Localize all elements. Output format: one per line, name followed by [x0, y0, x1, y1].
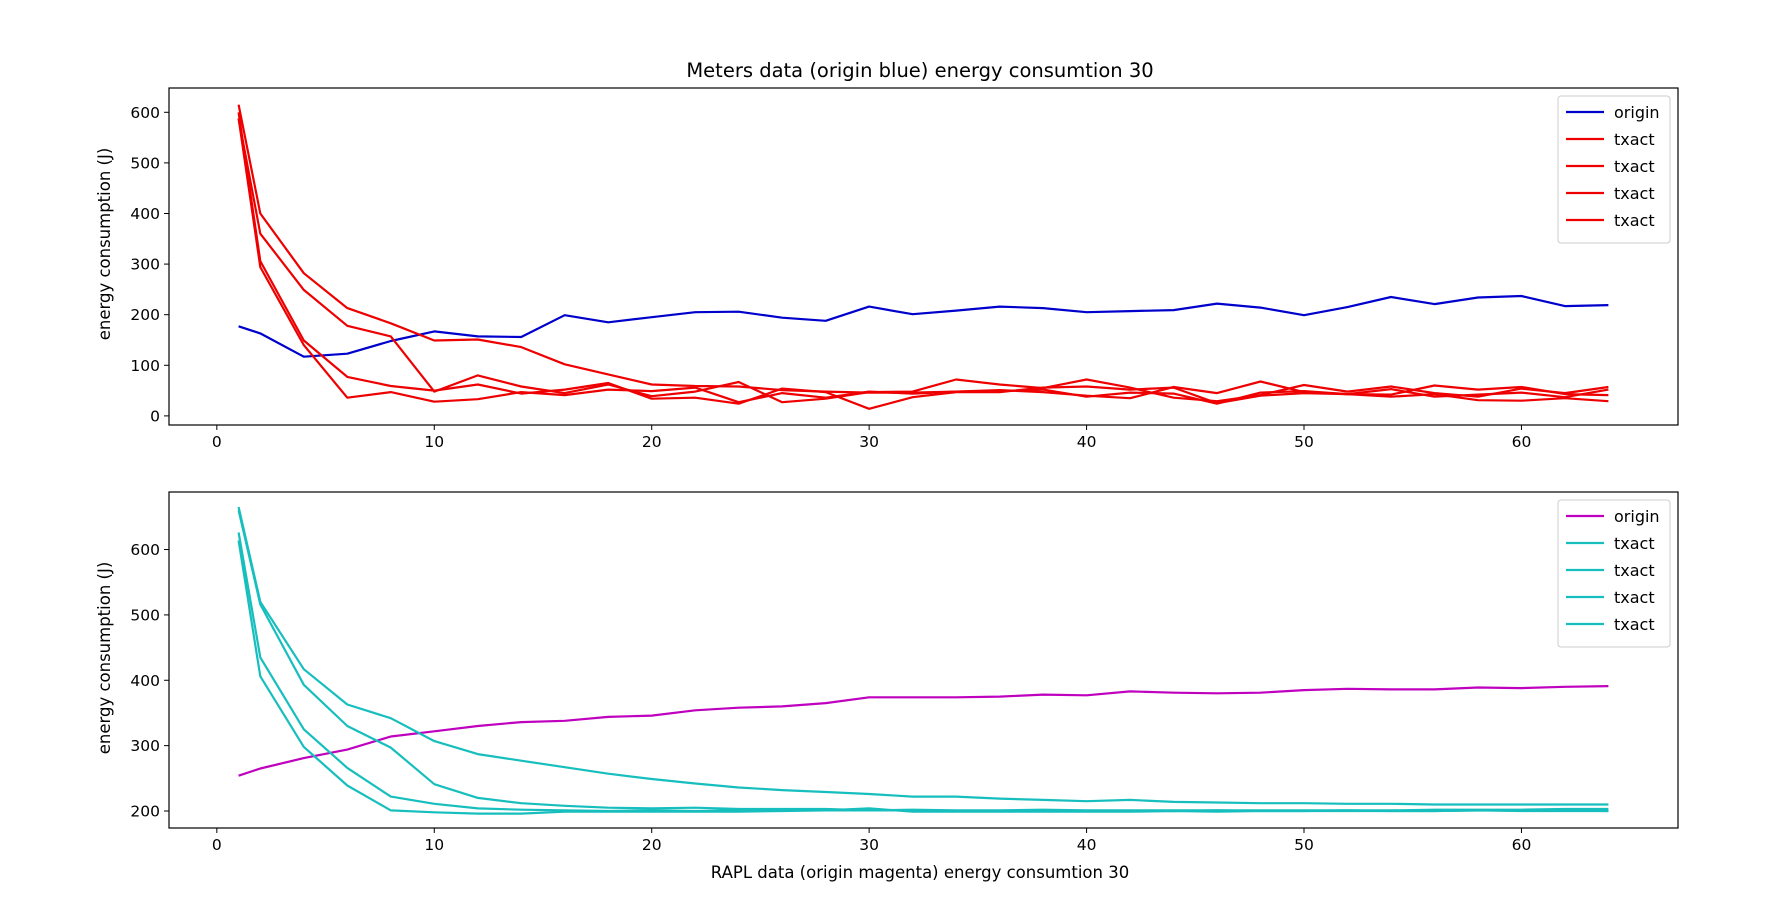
- rapl-y-tick-label: 300: [130, 737, 160, 755]
- meters-series-line-0: [238, 294, 1609, 358]
- meters-x-tick-label: 40: [1077, 433, 1097, 451]
- rapl-legend-label: txact: [1614, 588, 1655, 607]
- meters-legend: origin txact txact txact txact: [1557, 95, 1671, 244]
- rapl-legend-label: txact: [1614, 561, 1655, 580]
- rapl-legend-box: [1557, 499, 1671, 648]
- rapl-y-tick-label: 200: [130, 803, 160, 821]
- rapl-y-axis-label: energy consumption (J): [95, 562, 114, 755]
- rapl-plot-frame: [168, 491, 1679, 829]
- meters-y-tick-label: 600: [130, 104, 160, 122]
- meters-legend-box: [1557, 95, 1671, 244]
- meters-chart-title: Meters data (origin blue) energy consumt…: [686, 59, 1153, 82]
- rapl-x-axis-label: RAPL data (origin magenta) energy consum…: [711, 863, 1129, 882]
- rapl-x-tick-label: 20: [642, 836, 662, 854]
- meters-y-axis-label: energy consumption (J): [95, 148, 114, 341]
- meters-y-tick-label: 400: [130, 205, 160, 223]
- meters-legend-label: origin: [1614, 103, 1660, 122]
- rapl-x-tick-label: 40: [1077, 836, 1097, 854]
- meters-y-tick-label: 200: [130, 306, 160, 324]
- rapl-x-tick-label: 0: [212, 836, 222, 854]
- rapl-legend-label: txact: [1614, 534, 1655, 553]
- meters-series-lines: [237, 104, 1609, 410]
- rapl-ticks: 0 10 20 30 40 50 60 200 300 400 500 600: [130, 541, 1531, 854]
- rapl-y-tick-label: 500: [130, 606, 160, 624]
- meters-y-tick-label: 100: [130, 357, 160, 375]
- meters-x-tick-label: 0: [212, 433, 222, 451]
- meters-legend-label: txact: [1614, 211, 1655, 230]
- rapl-series-line-0: [238, 685, 1609, 777]
- meters-y-tick-label: 500: [130, 154, 160, 172]
- meters-x-tick-label: 50: [1294, 433, 1314, 451]
- rapl-y-tick-label: 600: [130, 541, 160, 559]
- meters-chart: Meters data (origin blue) energy consumt…: [95, 59, 1679, 451]
- meters-legend-label: txact: [1614, 184, 1655, 203]
- meters-legend-label: txact: [1614, 130, 1655, 149]
- rapl-chart: RAPL data (origin magenta) energy consum…: [95, 491, 1679, 882]
- meters-series-line-3: [237, 112, 1609, 410]
- meters-legend-label: txact: [1614, 157, 1655, 176]
- rapl-series-line-4: [237, 540, 1609, 815]
- meters-x-tick-label: 10: [424, 433, 444, 451]
- rapl-x-tick-label: 50: [1294, 836, 1314, 854]
- meters-x-tick-label: 20: [642, 433, 662, 451]
- rapl-series-lines: [237, 506, 1609, 815]
- meters-series-line-4: [237, 118, 1609, 404]
- meters-y-tick-label: 0: [150, 407, 160, 425]
- rapl-legend: origin txact txact txact txact: [1557, 499, 1671, 648]
- rapl-series-line-1: [237, 506, 1609, 806]
- meters-y-tick-label: 300: [130, 256, 160, 274]
- rapl-x-tick-label: 60: [1512, 836, 1532, 854]
- meters-x-tick-label: 60: [1512, 433, 1532, 451]
- rapl-legend-label: txact: [1614, 615, 1655, 634]
- rapl-y-tick-label: 400: [130, 672, 160, 690]
- meters-series-line-2: [237, 118, 1609, 404]
- rapl-legend-label: origin: [1614, 507, 1660, 526]
- rapl-x-tick-label: 10: [424, 836, 444, 854]
- meters-x-tick-label: 30: [859, 433, 879, 451]
- rapl-x-tick-label: 30: [859, 836, 879, 854]
- meters-plot-frame: [168, 87, 1679, 426]
